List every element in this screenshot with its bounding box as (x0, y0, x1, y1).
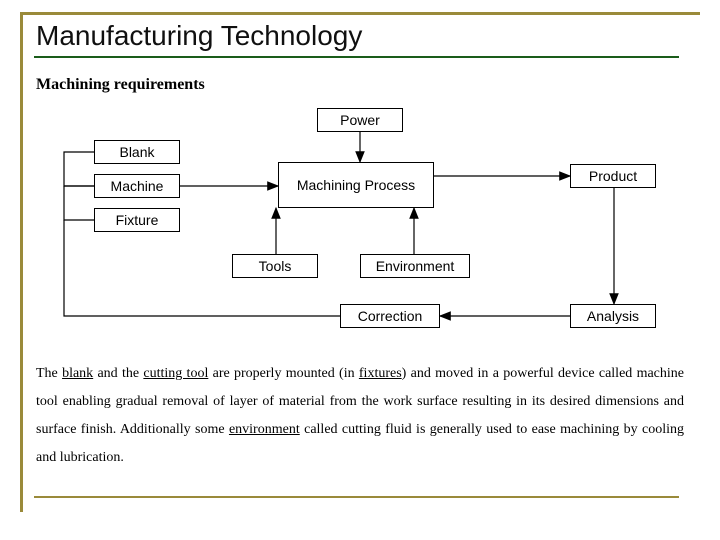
page-title: Manufacturing Technology (36, 20, 362, 52)
node-blank: Blank (94, 140, 180, 164)
flowchart: Power Blank Machine Fixture Machining Proces… (40, 108, 680, 348)
section-heading: Machining requirements (36, 76, 205, 94)
node-tools: Tools (232, 254, 318, 278)
edge-blank-process (64, 152, 94, 186)
node-environment: Environment (360, 254, 470, 278)
node-analysis: Analysis (570, 304, 656, 328)
edge-fixture-process (64, 186, 94, 220)
node-fixture: Fixture (94, 208, 180, 232)
body-paragraph: The blank and the cutting tool are prope… (36, 360, 684, 472)
node-power: Power (317, 108, 403, 132)
node-process: Machining Process (278, 162, 434, 208)
node-product: Product (570, 164, 656, 188)
node-machine: Machine (94, 174, 180, 198)
title-underline (34, 56, 679, 58)
accent-top (20, 12, 700, 15)
accent-side (20, 12, 23, 512)
node-correction: Correction (340, 304, 440, 328)
bottom-rule (34, 496, 679, 498)
